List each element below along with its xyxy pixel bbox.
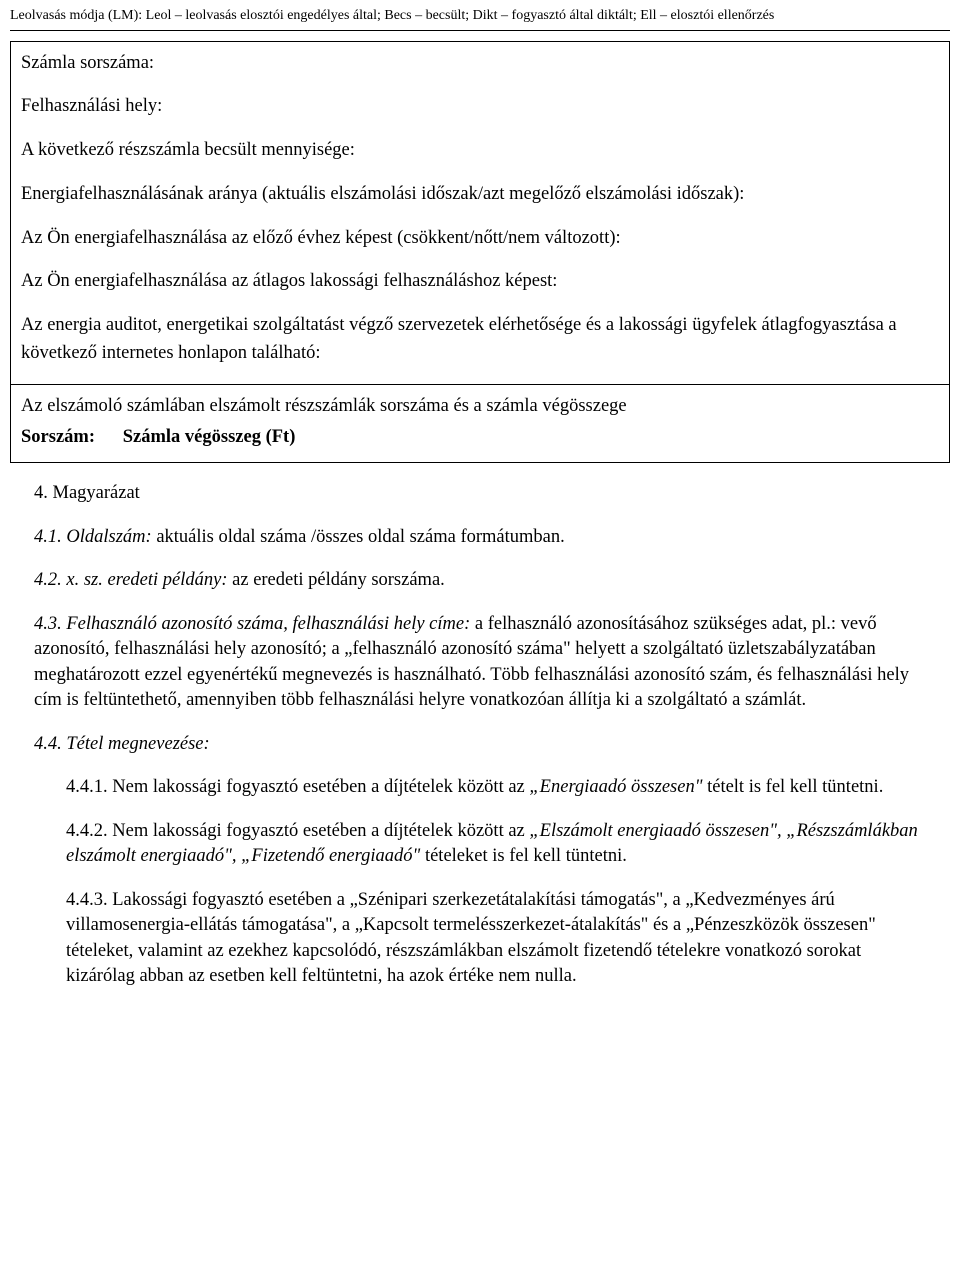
p-4-1-lead: 4.1. Oldalszám: (34, 527, 152, 547)
p-4-4-1-a: 4.4.1. Nem lakossági fogyasztó esetében … (66, 777, 529, 797)
box-sorszam-label: Sorszám: (21, 427, 95, 447)
box-line-3: A következő részszámla becsült mennyiség… (21, 137, 939, 165)
box-sorszam-value: Számla végösszeg (Ft) (123, 427, 296, 447)
box-line-1: Számla sorszáma: (21, 50, 939, 78)
p-4-4-1-b: tételt is fel kell tüntetni. (702, 777, 883, 797)
box-line-4: Energiafelhasználásának aránya (aktuális… (21, 181, 939, 209)
box-line-9: Sorszám: Számla végösszeg (Ft) (21, 424, 939, 452)
p-4-4-1: 4.4.1. Nem lakossági fogyasztó esetében … (66, 775, 926, 801)
p-4-1-rest: aktuális oldal száma /összes oldal száma… (152, 527, 565, 547)
section-4-title: 4. Magyarázat (34, 481, 926, 507)
box-line-2: Felhasználási hely: (21, 93, 939, 121)
p-4-4-1-i: „Energiaadó összesen" (529, 777, 702, 797)
sub-4-4: 4.4.1. Nem lakossági fogyasztó esetében … (34, 775, 926, 990)
section-4: 4. Magyarázat 4.1. Oldalszám: aktuális o… (10, 481, 950, 990)
p-4-4-2-a: 4.4.2. Nem lakossági fogyasztó esetében … (66, 821, 529, 841)
p-4-1: 4.1. Oldalszám: aktuális oldal száma /ös… (34, 525, 926, 551)
box-line-7: Az energia auditot, energetikai szolgált… (21, 312, 939, 368)
p-4-3-lead: 4.3. Felhasználó azonosító száma, felhas… (34, 614, 470, 634)
page-root: Leolvasás módja (LM): Leol – leolvasás e… (0, 6, 960, 1030)
p-4-2: 4.2. x. sz. eredeti példány: az eredeti … (34, 568, 926, 594)
p-4-4-3: 4.4.3. Lakossági fogyasztó esetében a „S… (66, 888, 926, 990)
p-4-2-rest: az eredeti példány sorszáma. (228, 570, 445, 590)
p-4-3: 4.3. Felhasználó azonosító száma, felhas… (34, 612, 926, 714)
box-line-5: Az Ön energiafelhasználása az előző évhe… (21, 225, 939, 253)
p-4-4-2-b: tételeket is fel kell tüntetni. (420, 846, 627, 866)
box-line-8: Az elszámoló számlában elszámolt részszá… (21, 393, 939, 421)
box-divider (11, 384, 949, 385)
info-box: Számla sorszáma: Felhasználási hely: A k… (10, 41, 950, 464)
p-4-4-title: 4.4. Tétel megnevezése: (34, 732, 926, 758)
p-4-2-lead: 4.2. x. sz. eredeti példány: (34, 570, 228, 590)
p-4-4-2: 4.4.2. Nem lakossági fogyasztó esetében … (66, 819, 926, 870)
header-rule (10, 30, 950, 31)
box-line-6: Az Ön energiafelhasználása az átlagos la… (21, 268, 939, 296)
header-note: Leolvasás módja (LM): Leol – leolvasás e… (10, 6, 950, 26)
